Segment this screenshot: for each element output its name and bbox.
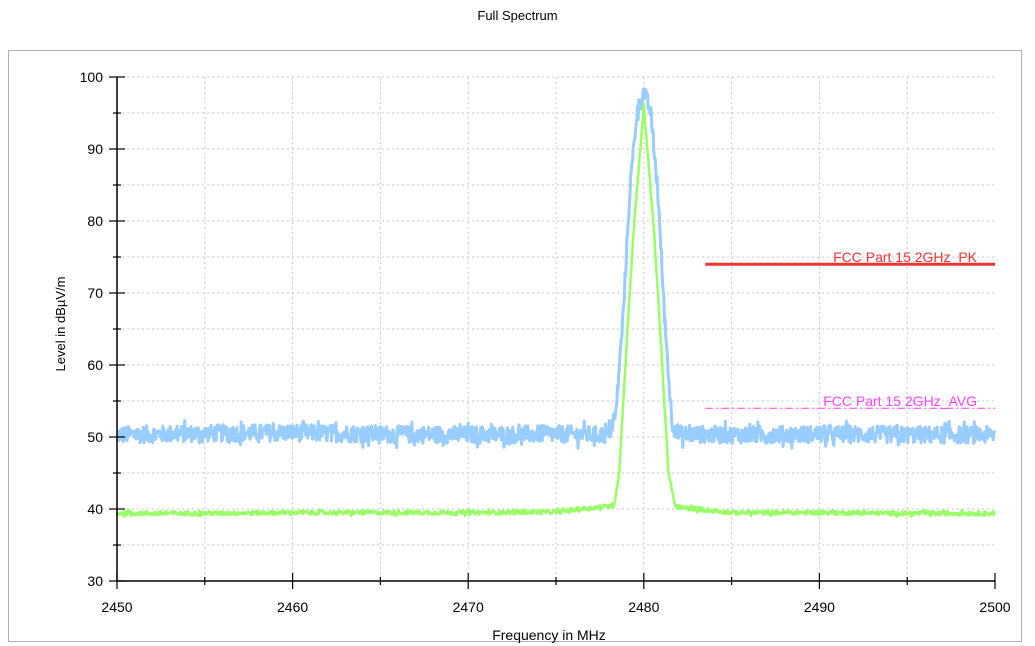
- series-layer: [116, 87, 997, 518]
- y-tick-label: 60: [87, 357, 103, 373]
- series-trace-2: [116, 102, 997, 518]
- y-axis-label: Level in dBµV/m: [53, 277, 68, 372]
- limit-line-label-1: FCC Part 15 2GHz_PK: [833, 249, 978, 265]
- y-tick-label: 90: [87, 141, 103, 157]
- x-tick-label: 2490: [804, 599, 835, 615]
- x-axis-label: Frequency in MHz: [492, 627, 606, 643]
- y-tick-label: 100: [80, 69, 104, 85]
- y-tick-label: 70: [87, 285, 103, 301]
- axis-layer: 30 40 50 60 70 80 90 100 2450 2460 2470 2480 2490 250…: [80, 69, 1011, 615]
- x-tick-label: 2460: [277, 599, 308, 615]
- chart-title: Full Spectrum: [477, 8, 558, 23]
- y-tick-label: 50: [87, 429, 103, 445]
- chart-frame: [8, 50, 1022, 642]
- x-tick-label: 2450: [101, 599, 132, 615]
- limit-line-label-2: FCC Part 15 2GHz_AVG: [823, 393, 977, 409]
- limit-layer: FCC Part 15 2GHz_PK FCC Part 15 2GHz_AVG: [705, 249, 995, 409]
- y-tick-label: 40: [87, 501, 103, 517]
- y-tick-label: 30: [87, 573, 103, 589]
- grid-layer: [117, 76, 995, 581]
- x-tick-label: 2470: [453, 599, 484, 615]
- series-trace-1: [116, 87, 997, 450]
- x-tick-label: 2500: [979, 599, 1010, 615]
- x-tick-label: 2480: [628, 599, 659, 615]
- y-tick-label: 80: [87, 213, 103, 229]
